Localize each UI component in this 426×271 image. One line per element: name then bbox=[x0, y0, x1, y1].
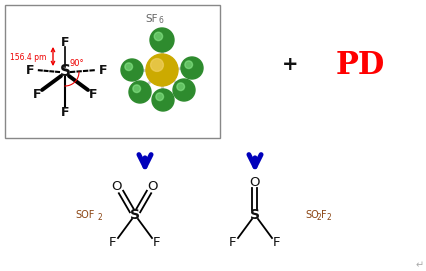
Text: F: F bbox=[273, 237, 280, 250]
Text: O: O bbox=[112, 180, 122, 193]
Text: O: O bbox=[147, 180, 158, 193]
Text: S: S bbox=[130, 208, 140, 222]
Text: ↵: ↵ bbox=[415, 260, 423, 270]
Text: F: F bbox=[60, 105, 69, 118]
Circle shape bbox=[154, 32, 162, 41]
Circle shape bbox=[129, 81, 151, 103]
Text: 2: 2 bbox=[326, 212, 331, 221]
Circle shape bbox=[150, 28, 173, 52]
Circle shape bbox=[124, 63, 132, 70]
Text: F: F bbox=[33, 88, 41, 101]
Text: O: O bbox=[249, 176, 259, 189]
Text: 90°: 90° bbox=[70, 60, 84, 69]
Circle shape bbox=[152, 89, 173, 111]
Circle shape bbox=[121, 59, 143, 81]
Text: S: S bbox=[59, 64, 70, 79]
Text: F: F bbox=[320, 210, 326, 220]
Text: PD: PD bbox=[334, 50, 384, 80]
Text: SF: SF bbox=[145, 14, 157, 24]
Circle shape bbox=[146, 54, 178, 86]
Text: 6: 6 bbox=[158, 16, 164, 25]
Circle shape bbox=[155, 93, 163, 101]
Text: F: F bbox=[229, 237, 236, 250]
Circle shape bbox=[181, 57, 202, 79]
Text: F: F bbox=[98, 63, 107, 76]
Text: F: F bbox=[153, 237, 160, 250]
Text: 156.4 pm: 156.4 pm bbox=[10, 53, 46, 62]
Circle shape bbox=[173, 79, 195, 101]
Text: SOF: SOF bbox=[75, 210, 95, 220]
Text: SO: SO bbox=[304, 210, 318, 220]
Text: F: F bbox=[60, 36, 69, 49]
Text: 2: 2 bbox=[98, 212, 103, 221]
Circle shape bbox=[176, 83, 184, 91]
Text: +: + bbox=[281, 56, 297, 75]
Bar bbox=[5, 5, 219, 138]
Circle shape bbox=[150, 59, 163, 71]
Text: 2: 2 bbox=[316, 212, 321, 221]
Text: F: F bbox=[89, 88, 97, 101]
Text: F: F bbox=[109, 237, 116, 250]
Circle shape bbox=[184, 61, 192, 69]
Circle shape bbox=[132, 85, 140, 93]
Text: F: F bbox=[26, 63, 34, 76]
Text: S: S bbox=[249, 208, 259, 222]
